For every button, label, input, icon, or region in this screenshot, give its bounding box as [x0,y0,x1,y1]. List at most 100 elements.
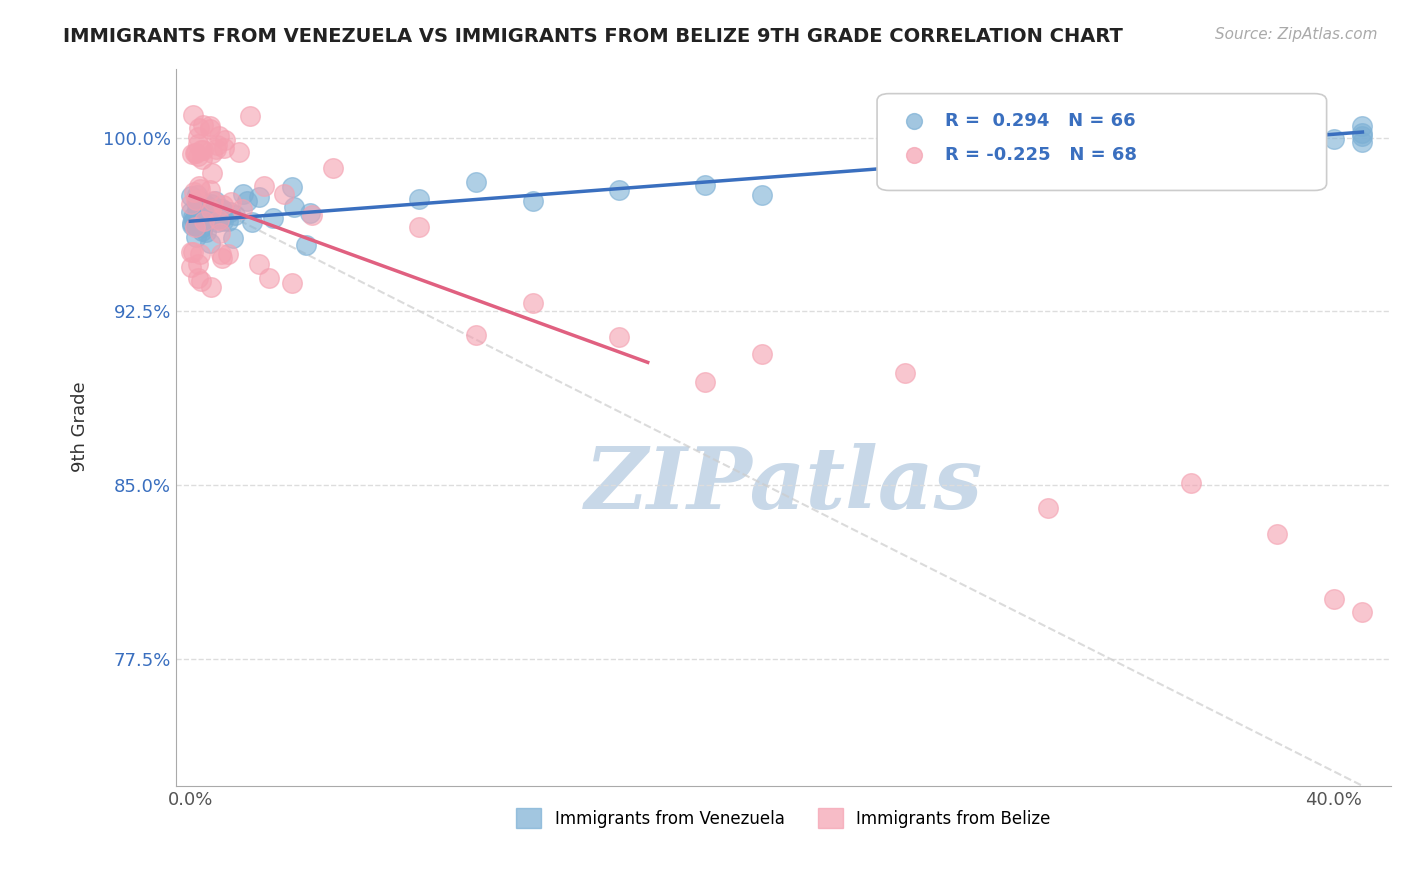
Point [322,161,344,175]
Point [232,186,254,201]
Text: Source: ZipAtlas.com: Source: ZipAtlas.com [1215,27,1378,42]
Point [209,247,232,261]
Point [283,200,305,214]
Point [184,145,207,160]
Point [184,219,207,234]
Point [408,192,430,206]
Point [231,202,253,216]
Point [240,214,263,228]
Point [187,270,209,285]
Legend: Immigrants from Venezuela, Immigrants from Belize: Immigrants from Venezuela, Immigrants fr… [510,801,1057,835]
Point [218,205,240,219]
Point [207,215,229,229]
Point [201,146,224,161]
Point [295,237,318,252]
Point [224,208,246,222]
Point [211,211,233,226]
Point [236,194,259,208]
Point [200,279,222,293]
Point [188,247,211,261]
Point [1180,476,1202,491]
Point [257,271,280,285]
Point [1180,140,1202,154]
Text: ZIPatlas: ZIPatlas [585,442,983,526]
Point [190,274,212,288]
Point [607,330,630,344]
Point [1094,143,1116,157]
Point [217,247,239,261]
Point [190,220,212,235]
Point [219,195,242,210]
Point [181,210,204,224]
Point [198,235,221,250]
Point [522,194,544,209]
Point [204,194,226,208]
Point [1351,128,1374,143]
Point [408,219,430,234]
Point [187,210,209,224]
Point [228,145,250,160]
Point [253,179,276,194]
Point [180,205,202,219]
Point [693,178,716,192]
Point [181,216,204,230]
Point [465,327,488,342]
Point [180,260,202,274]
Point [1265,527,1288,541]
Point [186,194,208,209]
Point [202,202,225,217]
Point [198,203,221,218]
Point [180,219,202,233]
Point [180,189,202,203]
Point [187,130,209,145]
Point [193,118,215,132]
Point [751,346,773,360]
Point [180,146,202,161]
Point [211,202,233,217]
Point [204,212,226,227]
FancyBboxPatch shape [877,94,1327,191]
Point [186,196,208,211]
Point [1351,119,1374,133]
Point [200,196,222,211]
Point [187,148,209,162]
Point [198,183,221,197]
Point [211,251,233,265]
Point [281,180,304,194]
Point [1265,150,1288,164]
Point [187,178,209,193]
Point [211,198,233,212]
Point [183,213,205,227]
Point [299,206,322,220]
Point [186,202,208,216]
Point [193,213,215,227]
Point [894,366,917,380]
Point [211,202,233,217]
Point [247,190,270,204]
Point [180,197,202,211]
Point [1351,127,1374,141]
Point [191,224,214,238]
Point [186,193,208,207]
Point [183,185,205,199]
Point [187,257,209,271]
Point [1351,606,1374,620]
Text: IMMIGRANTS FROM VENEZUELA VS IMMIGRANTS FROM BELIZE 9TH GRADE CORRELATION CHART: IMMIGRANTS FROM VENEZUELA VS IMMIGRANTS … [63,27,1123,45]
Y-axis label: 9th Grade: 9th Grade [72,382,89,473]
Point [200,120,222,134]
Point [184,145,207,160]
Point [195,198,218,212]
Point [187,201,209,215]
Point [191,220,214,235]
Point [184,212,207,227]
Point [184,229,207,244]
Point [693,375,716,389]
Point [188,182,211,196]
Point [522,296,544,310]
Point [191,152,214,166]
Point [1323,591,1346,606]
Point [465,175,488,189]
Point [1323,132,1346,146]
Point [186,187,208,202]
Point [194,225,217,239]
